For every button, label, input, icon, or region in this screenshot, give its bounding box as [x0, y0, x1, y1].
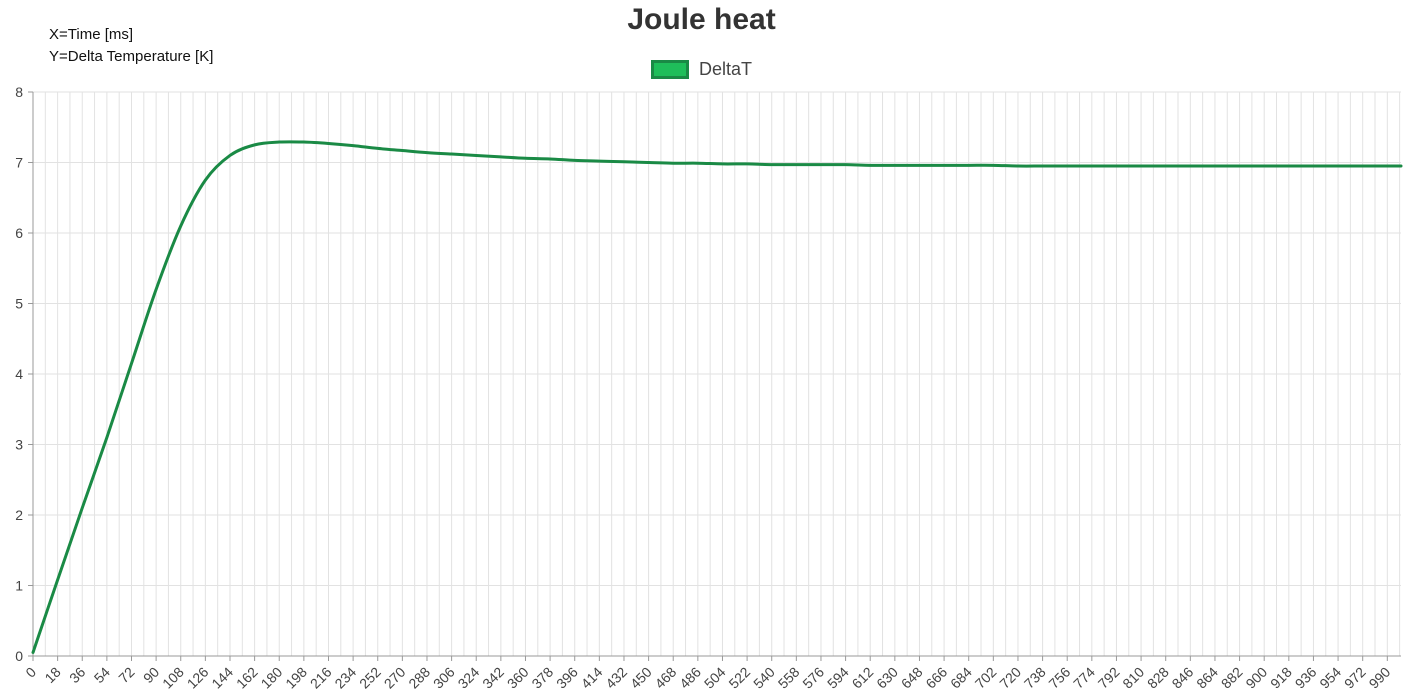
- x-tick-label: 684: [947, 664, 975, 692]
- x-tick-label: 486: [676, 664, 704, 692]
- legend-swatch-deltat[interactable]: [650, 60, 689, 79]
- x-tick-label: 900: [1242, 664, 1270, 692]
- x-tick-label: 756: [1045, 664, 1073, 692]
- x-tick-label: 144: [208, 664, 236, 692]
- x-tick-label: 504: [701, 664, 729, 692]
- x-tick-label: 162: [233, 664, 261, 692]
- x-tick-label: 630: [873, 664, 901, 692]
- x-tick-label: 270: [381, 664, 409, 692]
- x-tick-label: 792: [1095, 664, 1123, 692]
- x-tick-label: 954: [1316, 664, 1344, 692]
- x-tick-label: 126: [184, 664, 212, 692]
- x-tick-label: 90: [140, 664, 162, 686]
- legend: DeltaT: [0, 59, 1403, 80]
- y-tick-label: 2: [15, 507, 23, 523]
- x-tick-label: 828: [1144, 664, 1172, 692]
- x-tick-label: 72: [115, 664, 137, 686]
- y-tick-label: 7: [15, 155, 23, 171]
- x-axis-description: X=Time [ms]: [49, 26, 134, 43]
- y-tick-label: 5: [15, 296, 23, 312]
- x-tick-label: 180: [258, 664, 286, 692]
- x-tick-label: 342: [479, 664, 507, 692]
- x-tick-label: 360: [504, 664, 532, 692]
- x-tick-label: 648: [898, 664, 926, 692]
- x-tick-label: 306: [430, 664, 458, 692]
- y-axis-description: Y=Delta Temperature [K]: [49, 48, 214, 65]
- x-tick-label: 198: [282, 664, 310, 692]
- y-tick-label: 6: [15, 225, 23, 241]
- x-tick-label: 666: [922, 664, 950, 692]
- x-tick-label: 432: [602, 664, 630, 692]
- x-tick-label: 774: [1070, 664, 1098, 692]
- legend-label-deltat[interactable]: DeltaT: [698, 59, 752, 79]
- x-tick-label: 846: [1169, 664, 1197, 692]
- x-tick-label: 324: [455, 664, 483, 692]
- chart-title: Joule heat: [627, 3, 776, 36]
- series-group: [31, 140, 1403, 654]
- x-tick-label: 396: [553, 664, 581, 692]
- x-tick-label: 378: [528, 664, 556, 692]
- x-tick-label: 252: [356, 664, 384, 692]
- grid: [33, 91, 1401, 656]
- x-tick-label: 216: [307, 664, 335, 692]
- x-tick-label: 810: [1119, 664, 1147, 692]
- x-tick-label: 936: [1292, 664, 1320, 692]
- x-tick-label: 450: [627, 664, 655, 692]
- x-tick-label: 468: [652, 664, 680, 692]
- x-tick-label: 720: [996, 664, 1024, 692]
- x-tick-label: 864: [1193, 664, 1221, 692]
- x-tick-labels: 0 18 36 54 72 9010812614416218019821623425227…: [22, 656, 1394, 692]
- axis-description: X=Time [ms] Y=Delta Temperature [K]: [49, 24, 213, 68]
- x-tick-label: 972: [1341, 664, 1369, 692]
- x-tick-label: 54: [91, 664, 113, 686]
- x-tick-label: 918: [1267, 664, 1295, 692]
- x-tick-label: 540: [750, 664, 778, 692]
- x-tick-label: 522: [725, 664, 753, 692]
- y-tick-label: 0: [15, 648, 23, 664]
- y-tick-labels: 0 1 2 3 4 5 6 7 8: [15, 84, 33, 664]
- x-tick-label: 558: [775, 664, 803, 692]
- x-tick-label: 36: [66, 664, 88, 686]
- y-tick-label: 1: [15, 578, 23, 594]
- x-tick-label: 612: [849, 664, 877, 692]
- x-tick-label: 288: [405, 664, 433, 692]
- x-tick-label: 702: [972, 664, 1000, 692]
- x-tick-label: 108: [159, 664, 187, 692]
- y-tick-label: 8: [15, 84, 23, 100]
- x-tick-label: 234: [331, 664, 359, 692]
- x-tick-label: 738: [1021, 664, 1049, 692]
- y-tick-label: 3: [15, 437, 23, 453]
- x-tick-label: 990: [1366, 664, 1394, 692]
- x-tick-label: 576: [799, 664, 827, 692]
- x-tick-label: 18: [41, 664, 63, 686]
- y-tick-label: 4: [15, 366, 23, 382]
- x-tick-label: 414: [578, 664, 606, 692]
- x-tick-label: 0: [22, 664, 39, 681]
- x-tick-label: 882: [1218, 664, 1246, 692]
- series-line-deltat[interactable]: [31, 140, 1403, 654]
- x-tick-label: 594: [824, 664, 852, 692]
